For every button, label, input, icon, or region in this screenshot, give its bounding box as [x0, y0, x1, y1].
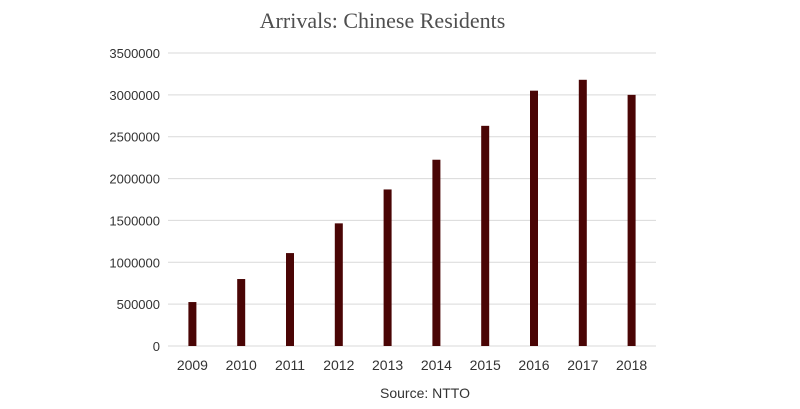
x-tick-label: 2012	[323, 357, 354, 373]
bar-2012	[334, 223, 343, 346]
y-tick-label: 2000000	[109, 172, 160, 187]
y-tick-label: 1000000	[109, 255, 160, 270]
y-tick-label: 0	[153, 339, 160, 354]
x-tick-label: 2015	[470, 357, 501, 373]
x-tick-label: 2014	[421, 357, 452, 373]
bar-2013	[383, 189, 392, 346]
x-tick-label: 2018	[616, 357, 647, 373]
x-tick-label: 2016	[518, 357, 549, 373]
y-tick-label: 3000000	[109, 88, 160, 103]
x-tick-label: 2010	[226, 357, 257, 373]
x-tick-label: 2013	[372, 357, 403, 373]
bar-2017	[578, 79, 587, 346]
y-tick-label: 500000	[117, 297, 160, 312]
bar-2009	[188, 302, 197, 346]
x-tick-label: 2017	[567, 357, 598, 373]
y-tick-label: 3500000	[109, 46, 160, 61]
bar-2018	[627, 94, 636, 346]
x-tick-label: 2011	[275, 357, 305, 373]
x-tick-label: 2009	[177, 357, 208, 373]
chart-title: Arrivals: Chinese Residents	[259, 8, 506, 33]
gridlines	[168, 52, 656, 347]
bars	[188, 79, 636, 347]
y-tick-label: 2500000	[109, 130, 160, 145]
bar-2016	[530, 90, 538, 347]
bar-2015	[481, 125, 490, 347]
x-axis-tick-labels: 2009 2010 2011 2012 2013 2014 2015 2016 2017 2018	[177, 357, 648, 373]
bar-2011	[286, 253, 294, 346]
source-note: Source: NTTO	[380, 385, 470, 401]
y-axis-tick-labels: 0 500000 1000000 1500000 2000000 2500000 30000…	[109, 46, 160, 354]
bar-2014	[432, 159, 441, 346]
bar-2010	[237, 279, 246, 346]
y-tick-label: 1500000	[109, 213, 160, 228]
